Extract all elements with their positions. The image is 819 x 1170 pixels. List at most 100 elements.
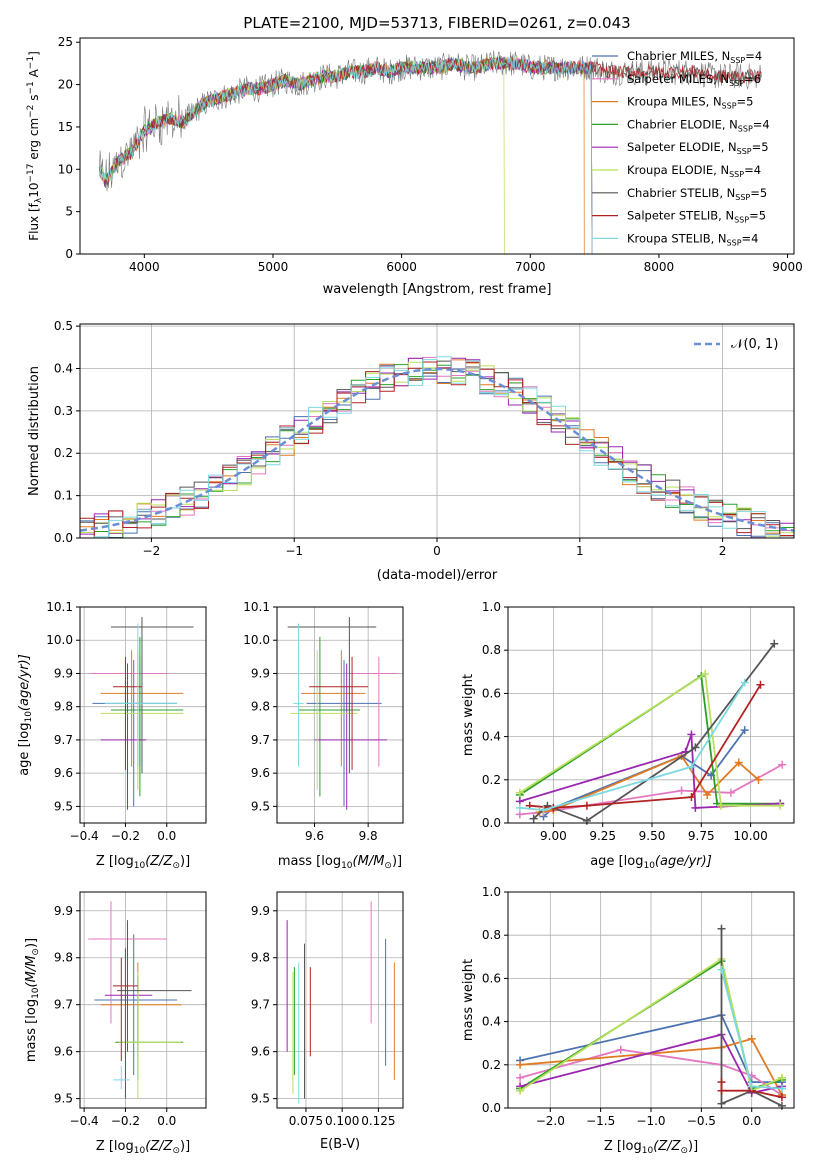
mass-vs-ebv-xlabel: E(B-V)	[320, 1137, 360, 1152]
y-tick-label: 20	[58, 78, 73, 92]
legend-tail: =4	[745, 49, 762, 63]
legend-sub: SSP	[729, 170, 744, 179]
x-tick-label: 1	[576, 544, 584, 558]
mass-vs-z-xlabel: Z [log10(Z/Z⊙)]	[96, 1139, 190, 1156]
x-tick-label: 2	[719, 544, 727, 558]
model-spectrum-line	[98, 56, 593, 254]
legend-name: Salpeter ELODIE, N	[627, 140, 737, 154]
model-spectrum-line	[98, 56, 762, 185]
legend-tail: =5	[750, 186, 767, 200]
y-tick-label: 9.6	[54, 1045, 73, 1059]
y-tick-label: 10.1	[243, 600, 270, 614]
legend-label: Chabrier STELIB, NSSP=5	[627, 186, 767, 202]
weight-series-line	[720, 1082, 783, 1099]
y-tick-label: 9.9	[251, 666, 270, 680]
y-tick-label: 0.5	[54, 319, 73, 333]
histogram-step	[80, 356, 794, 538]
y-tick-label: 9.7	[251, 998, 270, 1012]
mass-vs-ebv-panel: 0.075 0.100 0.125 9.5 9.6 9.7 9.8 9.9 E(B-V)	[251, 891, 404, 1152]
legend-tail: =4	[753, 117, 770, 131]
x-tick-label: 9000	[772, 260, 803, 274]
spectrum-frame	[79, 37, 795, 255]
weight-vs-z-ylabel: mass weight	[461, 959, 476, 1041]
legend-sub: SSP	[734, 216, 749, 225]
weight-vs-age-frame	[507, 606, 795, 824]
y-tick-label: 1.0	[482, 600, 501, 614]
y-tick-label: 0.0	[54, 531, 73, 545]
y-tick-label: 9.5	[54, 799, 73, 813]
age-vs-mass-panel: 9.6 9.8 9.5 9.6 9.7 9.8 9.9 10.0 10.1 mass [log1…	[243, 600, 404, 871]
legend-gauss-label: 𝒩(0, 1)	[731, 337, 778, 352]
legend-tail: =5	[737, 95, 754, 109]
weight-series-line	[519, 1033, 783, 1094]
weight-series-line	[519, 672, 781, 807]
weight-vs-age-panel: 9.00 9.25 9.50 9.75 10.000.00.20.40.60.81.0 …	[461, 600, 795, 871]
x-tick-label: 9.00	[540, 829, 567, 843]
weight-series-line	[519, 734, 781, 809]
y-tick-label: 9.7	[54, 998, 73, 1012]
x-tick-label: −0.4	[70, 1114, 99, 1128]
mass-vs-z-panel: −0.4 −0.2 0.0 9.5 9.6 9.7 9.8 9.9 Z [log10(Z/Z⊙…	[24, 891, 207, 1156]
legend-name: Chabrier MILES, N	[627, 49, 730, 63]
x-tick-label: 10.00	[733, 829, 767, 843]
x-tick-label: 0.0	[157, 1114, 176, 1128]
x-tick-label: −0.5	[687, 1114, 716, 1128]
legend-sub: SSP	[727, 238, 742, 247]
x-tick-label: 0.0	[157, 829, 176, 843]
y-tick-label: 0.2	[482, 1058, 501, 1072]
y-tick-label: 0.0	[482, 816, 501, 830]
y-tick-label: 0.2	[54, 446, 73, 460]
y-tick-label: 0.8	[482, 643, 501, 657]
legend-name: Chabrier STELIB, N	[627, 186, 735, 200]
x-tick-label: 8000	[644, 260, 675, 274]
x-tick-label: −1	[285, 544, 303, 558]
errorbars	[287, 616, 398, 810]
weight-vs-z-panel: −2.0 −1.5 −1.0 −0.5 0.0 0.0 0.2 0.4 0.6 0.8 1.0 Z …	[461, 885, 795, 1156]
mass-vs-z-frame	[79, 891, 207, 1109]
y-tick-label: 10.0	[46, 633, 73, 647]
age-vs-z-xlabel: Z [log10(Z/Z⊙)]	[96, 854, 190, 871]
y-tick-label: 0.3	[54, 404, 73, 418]
y-tick-label: 0.6	[482, 686, 501, 700]
errorbars	[286, 901, 395, 1104]
y-tick-label: 0.4	[482, 730, 501, 744]
y-tick-label: 15	[58, 120, 73, 134]
mass-vs-ebv-frame	[276, 891, 404, 1109]
x-tick-label: 0.075	[289, 1114, 323, 1128]
age-vs-z-ylabel: age [log10(age/yr)]	[17, 654, 34, 776]
residuals-panel: −2 −1 0 1 2 0.0 0.1 0.2 0.3 0.4 0.5 (data-model)/e…	[27, 319, 795, 583]
y-tick-label: 9.5	[54, 1092, 73, 1106]
y-tick-label: 10.0	[243, 633, 270, 647]
x-tick-label: 6000	[386, 260, 417, 274]
x-tick-label: −0.4	[70, 829, 99, 843]
weight-series-line	[519, 674, 781, 805]
x-tick-label: 0.100	[325, 1114, 359, 1128]
figure-title: PLATE=2100, MJD=53713, FIBERID=0261, z=0…	[243, 14, 630, 32]
model-spectrum-line	[98, 56, 593, 254]
model-spectrum-line	[98, 56, 593, 254]
x-tick-label: 5000	[258, 260, 289, 274]
x-tick-label: −2	[143, 544, 161, 558]
residuals-legend: 𝒩(0, 1)	[694, 337, 778, 352]
legend-label: Kroupa ELODIE, NSSP=4	[627, 163, 761, 179]
y-tick-label: 10.1	[46, 600, 73, 614]
y-tick-label: 9.9	[251, 904, 270, 918]
y-tick-label: 9.5	[251, 799, 270, 813]
y-tick-label: 0.4	[54, 361, 73, 375]
legend-label: Kroupa STELIB, NSSP=4	[627, 231, 758, 247]
y-tick-label: 9.9	[54, 666, 73, 680]
y-tick-label: 25	[58, 35, 73, 49]
gaussian-curve	[80, 367, 794, 532]
weight-series-line	[520, 1037, 783, 1096]
legend-tail: =6	[744, 72, 761, 86]
spectrum-ylabel: Flux [fλ10−17 erg cm−2 s−1 A−1]	[26, 51, 44, 241]
legend-tail: =4	[742, 231, 759, 245]
y-tick-label: 9.8	[251, 951, 270, 965]
age-vs-z-panel: −0.4 −0.2 0.0 9.5 9.6 9.7 9.8 9.9 10.0 10.1 Z [lo…	[17, 600, 207, 871]
histogram-lines	[80, 356, 794, 538]
legend-sub: SSP	[738, 124, 753, 133]
y-tick-label: 9.8	[54, 700, 73, 714]
y-tick-label: 9.8	[251, 700, 270, 714]
